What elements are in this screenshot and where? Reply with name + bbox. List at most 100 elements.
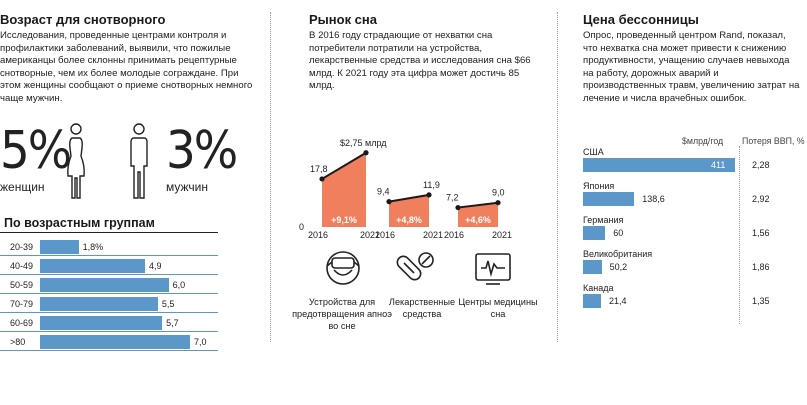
country-cost-value: 60: [613, 228, 624, 238]
age-group-label: >80: [10, 337, 26, 347]
country-cost-value: 138,6: [642, 194, 665, 204]
age-bar: [40, 259, 145, 273]
age-bar: [40, 278, 169, 292]
age-baseline: [0, 312, 218, 313]
category-label-centers: Центры медицины сна: [458, 297, 538, 319]
market-value-label: 17,8: [310, 164, 328, 174]
country-bar: [583, 158, 735, 172]
market-area: [458, 202, 498, 227]
market-year-label: 2016: [444, 230, 464, 240]
gdp-column-header: Потеря ВВП, %: [742, 136, 805, 146]
age-group-label: 20-39: [10, 242, 34, 252]
age-bar: [40, 316, 163, 330]
pills-icon: [396, 252, 434, 281]
age-value-label: 5,5: [161, 299, 175, 309]
left-paragraph-text: Исследования, проведенные центрами контр…: [0, 30, 237, 79]
market-growth-label: +4,8%: [396, 215, 422, 225]
category-label-drugs: Лекарственные средства: [388, 297, 456, 319]
age-value-label: 5,7: [166, 318, 179, 328]
country-label: Великобритания: [583, 249, 653, 259]
market-point: [319, 176, 325, 182]
market-area: [389, 194, 429, 227]
country-cost-value: 50,2: [609, 262, 628, 272]
men-label: мужчин: [166, 180, 208, 194]
age-group-label: 50-59: [10, 280, 34, 290]
market-growth-label: +4,6%: [465, 215, 491, 225]
age-value-label: 1,8%: [82, 242, 104, 252]
country-bar: [583, 260, 602, 274]
market-point: [426, 192, 432, 198]
age-bar: [40, 335, 190, 349]
country-bar: [583, 226, 606, 240]
market-value-label: 11,9: [423, 180, 440, 190]
market-year-label: 2021: [360, 230, 380, 240]
country-gdp-value: 1,35: [752, 296, 770, 306]
market-point: [495, 200, 501, 206]
age-bar: [40, 297, 158, 311]
divider-left: [270, 12, 271, 342]
country-gdp-value: 2,92: [752, 194, 770, 204]
monitor-icon: [475, 253, 511, 285]
country-bar: [583, 192, 635, 206]
market-value-label: 7,2: [446, 193, 459, 203]
left-paragraph-text-2: При этом женщины сообщают о приеме снотв…: [0, 67, 253, 104]
age-chart-title: По возрастным группам: [4, 216, 155, 230]
left-title: Возраст для снотворного: [0, 12, 166, 27]
age-group-label: 60-69: [10, 318, 34, 328]
age-baseline: [0, 293, 218, 294]
country-cost-value: 411: [711, 160, 726, 170]
market-value-label: 9,4: [377, 187, 390, 197]
market-point: [363, 150, 369, 156]
country-cost-value: 21,4: [609, 296, 627, 306]
man-icon: [130, 123, 148, 199]
mask-icon: [326, 251, 360, 285]
men-percent: 3%: [166, 121, 238, 181]
market-line: [388, 193, 430, 203]
market-point: [386, 199, 392, 205]
women-label: женщин: [0, 180, 45, 194]
age-baseline: [0, 274, 218, 275]
country-label: Япония: [583, 181, 615, 191]
market-growth-label: +9,1%: [331, 215, 357, 225]
country-label: США: [583, 147, 604, 157]
right-paragraph: Опрос, проведенный центром Rand, показал…: [583, 30, 800, 104]
market-year-label: 2016: [308, 230, 328, 240]
middle-title: Рынок сна: [309, 12, 377, 27]
country-label: Канада: [583, 283, 614, 293]
age-baseline: [0, 331, 218, 332]
market-year-label: 2021: [423, 230, 443, 240]
market-area: [322, 152, 366, 227]
market-total-label: $2,75 млрд: [340, 138, 387, 148]
market-year-label: 2016: [375, 230, 395, 240]
age-group-label: 70-79: [10, 299, 34, 309]
market-point: [455, 204, 461, 211]
country-gdp-value: 1,86: [752, 262, 770, 272]
market-line: [321, 151, 367, 180]
middle-paragraph: В 2016 году страдающие от нехватки сна п…: [309, 30, 531, 91]
market-chart: 0 17,8$2,75 млрд+9,1%2016 20219,411,9+4,8…: [299, 138, 512, 240]
age-value-label: 7,0: [194, 337, 207, 347]
divider-right: [557, 12, 558, 342]
country-label: Германия: [583, 215, 624, 225]
country-gdp-value: 1,56: [752, 228, 770, 238]
women-percent: 5%: [0, 121, 72, 181]
age-group-label: 40-49: [10, 261, 34, 271]
age-baseline: [0, 350, 218, 351]
market-zero-label: 0: [299, 222, 304, 232]
left-paragraph: Исследования, проведенные центрами контр…: [0, 30, 262, 105]
age-value-label: 6,0: [172, 280, 186, 290]
woman-icon: [67, 123, 85, 199]
age-value-label: 4,9: [149, 261, 162, 271]
gdp-column-rule: [739, 146, 740, 324]
market-value-label: 9,0: [492, 188, 505, 198]
age-title-rule: [0, 232, 218, 233]
age-baseline: [0, 255, 218, 256]
right-title: Цена бессонницы: [583, 12, 699, 27]
category-label-devices: Устройства для предотвращения апноэ во с…: [292, 297, 392, 331]
country-bar: [583, 294, 601, 308]
market-line: [457, 201, 499, 209]
age-bar: [40, 240, 79, 254]
country-gdp-value: 2,28: [752, 160, 770, 170]
cost-column-header: $млрд/год: [682, 136, 724, 146]
market-year-label: 2021: [492, 230, 512, 240]
